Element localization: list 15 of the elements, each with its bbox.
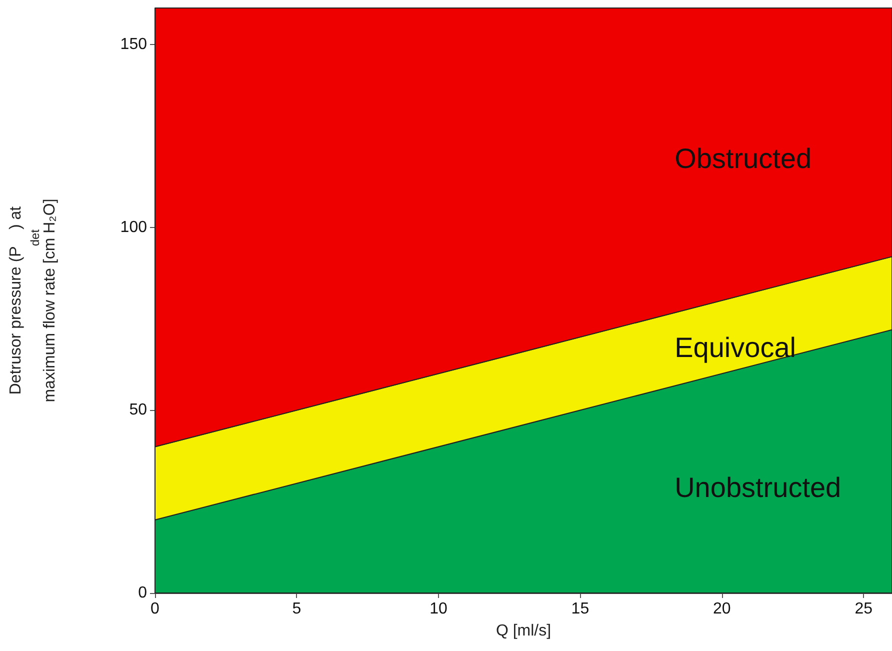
- x-tick-label: 20: [713, 600, 731, 618]
- x-tick-label: 15: [571, 600, 590, 618]
- y-tick-label: 100: [120, 218, 148, 236]
- x-tick-label: 5: [292, 600, 302, 618]
- x-tick-label: 25: [854, 600, 873, 618]
- x-tick-label: 0: [150, 600, 160, 618]
- x-axis-title: Q [ml/s]: [496, 622, 552, 640]
- y-tick-label: 50: [129, 402, 148, 419]
- y-axis-title: Detrusor pressure (Pdet) at maximum flow rate [cm H₂O]: [8, 198, 58, 402]
- x-tick-label: 10: [430, 600, 448, 618]
- y-tick-label: 0: [138, 584, 148, 602]
- y-tick-label: 150: [120, 36, 148, 54]
- series-label: Equivocal: [674, 332, 796, 363]
- series-label: Obstructed: [674, 142, 812, 174]
- series-label: Unobstructed: [674, 472, 842, 503]
